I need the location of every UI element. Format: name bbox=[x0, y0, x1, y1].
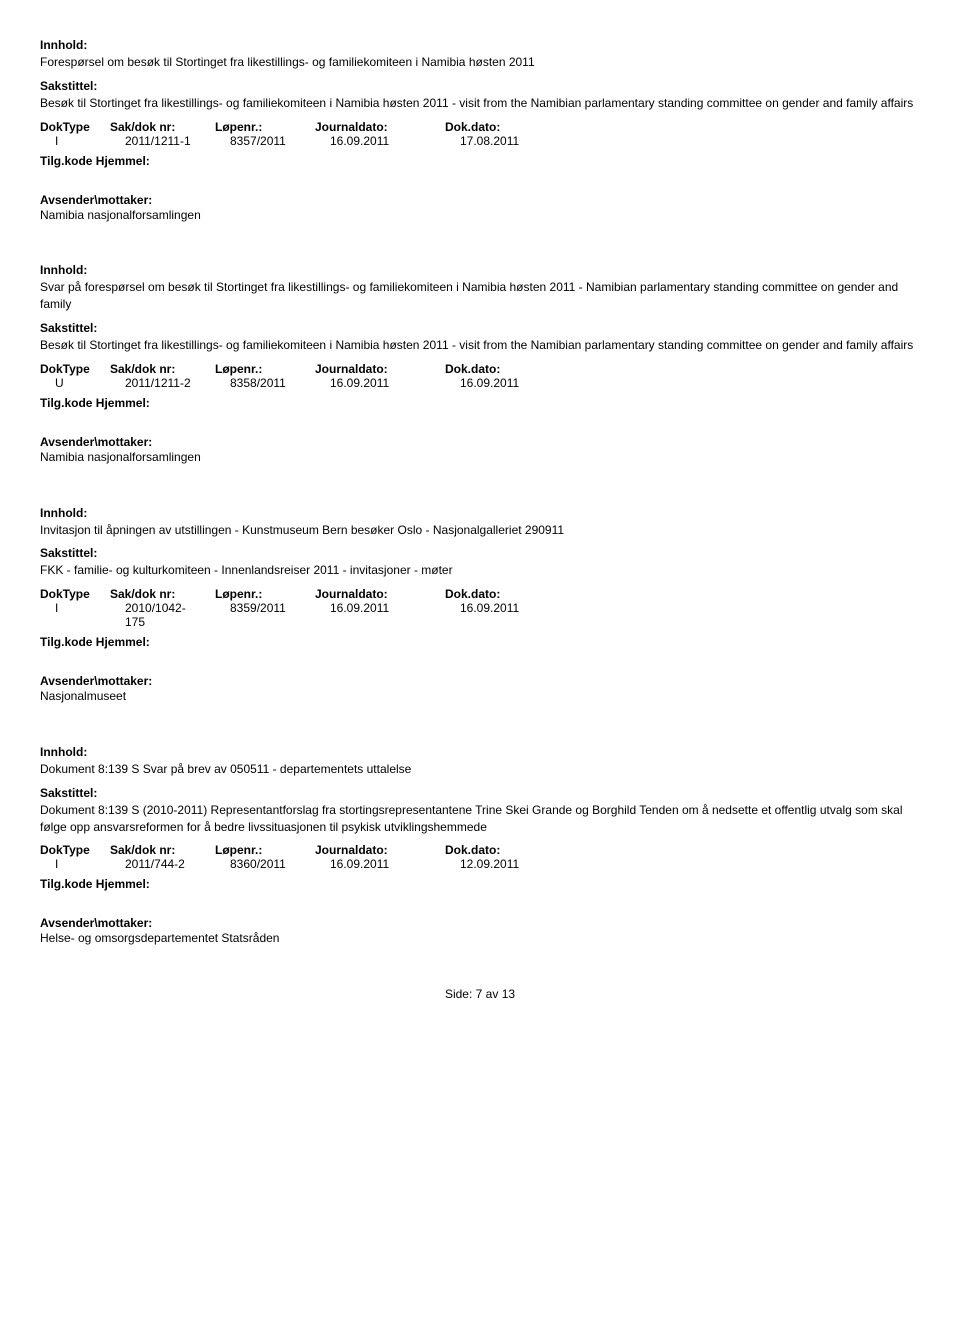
dokdato-value: 17.08.2011 bbox=[460, 134, 580, 148]
meta-header-dokdato: Dok.dato: bbox=[445, 120, 565, 134]
tilgkode-label: Tilg.kode Hjemmel: bbox=[40, 154, 920, 168]
meta-table: DokTypeSak/dok nr:Løpenr.:Journaldato:Do… bbox=[40, 120, 920, 148]
sakstittel-text: FKK - familie- og kulturkomiteen - Innen… bbox=[40, 562, 920, 579]
innhold-label: Innhold: bbox=[40, 38, 920, 52]
journal-record: Innhold: Forespørsel om besøk til Stortin… bbox=[40, 38, 920, 223]
meta-header-dokdato: Dok.dato: bbox=[445, 362, 565, 376]
meta-table: DokTypeSak/dok nr:Løpenr.:Journaldato:Do… bbox=[40, 587, 920, 629]
footer-page: 7 bbox=[476, 987, 483, 1001]
meta-header-lopenr: Løpenr.: bbox=[215, 843, 315, 857]
dokdato-value: 16.09.2011 bbox=[460, 376, 580, 390]
tilgkode-label: Tilg.kode Hjemmel: bbox=[40, 635, 920, 649]
doktype-value: I bbox=[40, 601, 125, 629]
meta-header-doktype: DokType bbox=[40, 843, 110, 857]
meta-header-lopenr: Løpenr.: bbox=[215, 587, 315, 601]
meta-header: DokTypeSak/dok nr:Løpenr.:Journaldato:Do… bbox=[40, 362, 920, 376]
avsender-label: Avsender\mottaker: bbox=[40, 435, 920, 449]
lopenr-value: 8358/2011 bbox=[230, 376, 330, 390]
footer-av: av bbox=[486, 987, 499, 1001]
innhold-text: Invitasjon til åpningen av utstillingen … bbox=[40, 522, 920, 539]
meta-header-sakdok: Sak/dok nr: bbox=[110, 120, 215, 134]
meta-header-journaldato: Journaldato: bbox=[315, 362, 445, 376]
journaldato-value: 16.09.2011 bbox=[330, 134, 460, 148]
meta-header-lopenr: Løpenr.: bbox=[215, 362, 315, 376]
journal-record: Innhold: Dokument 8:139 S Svar på brev av… bbox=[40, 745, 920, 947]
meta-header-doktype: DokType bbox=[40, 587, 110, 601]
meta-header: DokTypeSak/dok nr:Løpenr.:Journaldato:Do… bbox=[40, 587, 920, 601]
avsender-label: Avsender\mottaker: bbox=[40, 193, 920, 207]
journaldato-value: 16.09.2011 bbox=[330, 857, 460, 871]
sakdok-value: 2011/744-2 bbox=[125, 857, 230, 871]
meta-header-journaldato: Journaldato: bbox=[315, 843, 445, 857]
innhold-text: Forespørsel om besøk til Stortinget fra … bbox=[40, 54, 920, 71]
lopenr-value: 8357/2011 bbox=[230, 134, 330, 148]
lopenr-value: 8360/2011 bbox=[230, 857, 330, 871]
meta-header-doktype: DokType bbox=[40, 120, 110, 134]
avsender-label: Avsender\mottaker: bbox=[40, 674, 920, 688]
sakstittel-label: Sakstittel: bbox=[40, 79, 920, 93]
avsender-label: Avsender\mottaker: bbox=[40, 916, 920, 930]
journal-record: Innhold: Invitasjon til åpningen av utsti… bbox=[40, 506, 920, 705]
sakstittel-text: Besøk til Stortinget fra likestillings- … bbox=[40, 337, 920, 354]
sakstittel-label: Sakstittel: bbox=[40, 546, 920, 560]
footer-total: 13 bbox=[502, 987, 515, 1001]
meta-header-sakdok: Sak/dok nr: bbox=[110, 843, 215, 857]
meta-header-dokdato: Dok.dato: bbox=[445, 587, 565, 601]
journal-record: Innhold: Svar på forespørsel om besøk til… bbox=[40, 263, 920, 465]
meta-row: I2011/1211-18357/201116.09.201117.08.201… bbox=[40, 134, 920, 148]
meta-header-journaldato: Journaldato: bbox=[315, 587, 445, 601]
innhold-label: Innhold: bbox=[40, 745, 920, 759]
meta-header: DokTypeSak/dok nr:Løpenr.:Journaldato:Do… bbox=[40, 843, 920, 857]
sakstittel-text: Besøk til Stortinget fra likestillings- … bbox=[40, 95, 920, 112]
dokdato-value: 12.09.2011 bbox=[460, 857, 580, 871]
meta-row: U2011/1211-28358/201116.09.201116.09.201… bbox=[40, 376, 920, 390]
sakdok-value: 2011/1211-2 bbox=[125, 376, 230, 390]
doktype-value: U bbox=[40, 376, 125, 390]
footer-side-label: Side: bbox=[445, 987, 472, 1001]
meta-row: I2011/744-28360/201116.09.201112.09.2011 bbox=[40, 857, 920, 871]
avsender-text: Nasjonalmuseet bbox=[40, 688, 920, 705]
avsender-text: Namibia nasjonalforsamlingen bbox=[40, 449, 920, 466]
avsender-text: Namibia nasjonalforsamlingen bbox=[40, 207, 920, 224]
sakstittel-label: Sakstittel: bbox=[40, 786, 920, 800]
journaldato-value: 16.09.2011 bbox=[330, 376, 460, 390]
innhold-text: Dokument 8:139 S Svar på brev av 050511 … bbox=[40, 761, 920, 778]
innhold-label: Innhold: bbox=[40, 263, 920, 277]
avsender-text: Helse- og omsorgsdepartementet Statsråde… bbox=[40, 930, 920, 947]
meta-table: DokTypeSak/dok nr:Løpenr.:Journaldato:Do… bbox=[40, 843, 920, 871]
meta-header-dokdato: Dok.dato: bbox=[445, 843, 565, 857]
doktype-value: I bbox=[40, 134, 125, 148]
doktype-value: I bbox=[40, 857, 125, 871]
sakdok-value: 2010/1042-175 bbox=[125, 601, 230, 629]
sakstittel-label: Sakstittel: bbox=[40, 321, 920, 335]
meta-header: DokTypeSak/dok nr:Løpenr.:Journaldato:Do… bbox=[40, 120, 920, 134]
meta-header-sakdok: Sak/dok nr: bbox=[110, 587, 215, 601]
meta-header-sakdok: Sak/dok nr: bbox=[110, 362, 215, 376]
meta-header-lopenr: Løpenr.: bbox=[215, 120, 315, 134]
tilgkode-label: Tilg.kode Hjemmel: bbox=[40, 877, 920, 891]
dokdato-value: 16.09.2011 bbox=[460, 601, 580, 629]
meta-header-doktype: DokType bbox=[40, 362, 110, 376]
meta-row: I2010/1042-1758359/201116.09.201116.09.2… bbox=[40, 601, 920, 629]
meta-header-journaldato: Journaldato: bbox=[315, 120, 445, 134]
page-footer: Side: 7 av 13 bbox=[40, 987, 920, 1001]
lopenr-value: 8359/2011 bbox=[230, 601, 330, 629]
journaldato-value: 16.09.2011 bbox=[330, 601, 460, 629]
innhold-text: Svar på forespørsel om besøk til Stortin… bbox=[40, 279, 920, 313]
tilgkode-label: Tilg.kode Hjemmel: bbox=[40, 396, 920, 410]
sakstittel-text: Dokument 8:139 S (2010-2011) Representan… bbox=[40, 802, 920, 836]
meta-table: DokTypeSak/dok nr:Løpenr.:Journaldato:Do… bbox=[40, 362, 920, 390]
sakdok-value: 2011/1211-1 bbox=[125, 134, 230, 148]
innhold-label: Innhold: bbox=[40, 506, 920, 520]
